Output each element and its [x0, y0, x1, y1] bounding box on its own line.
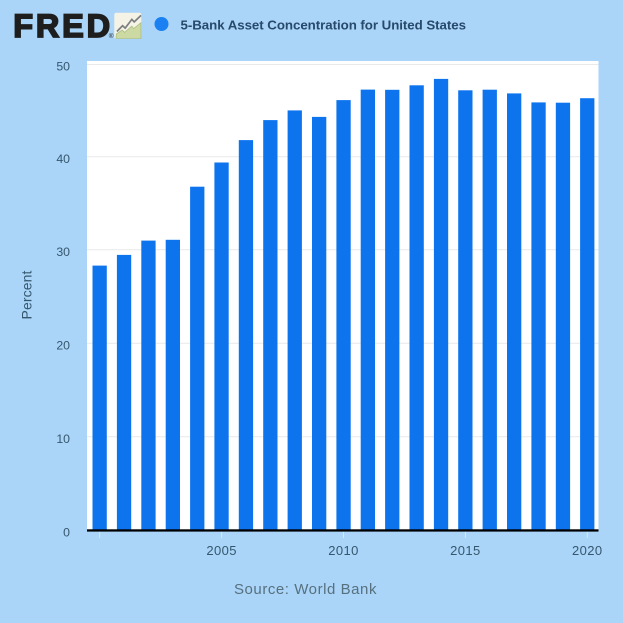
- svg-text:FRED: FRED: [13, 8, 113, 44]
- svg-text:Source: World Bank: Source: World Bank: [234, 581, 377, 598]
- svg-text:2010: 2010: [328, 543, 359, 558]
- svg-text:30: 30: [56, 245, 70, 259]
- svg-text:10: 10: [56, 432, 70, 446]
- svg-text:50: 50: [56, 60, 70, 74]
- svg-text:®: ®: [109, 32, 114, 40]
- svg-text:2005: 2005: [206, 543, 237, 558]
- svg-text:Percent: Percent: [19, 271, 35, 320]
- svg-text:2020: 2020: [572, 543, 603, 558]
- svg-text:2015: 2015: [450, 543, 481, 558]
- svg-text:20: 20: [56, 338, 70, 352]
- svg-text:40: 40: [56, 152, 70, 166]
- svg-text:5-Bank Asset Concentration for: 5-Bank Asset Concentration for United St…: [181, 17, 466, 32]
- svg-text:0: 0: [63, 526, 70, 540]
